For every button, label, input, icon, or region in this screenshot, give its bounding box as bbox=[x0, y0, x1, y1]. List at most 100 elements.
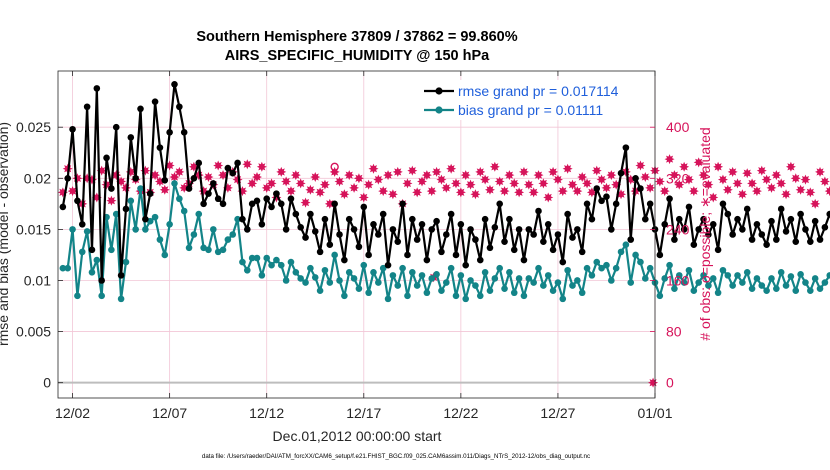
rmse-point bbox=[452, 251, 460, 259]
bias-point bbox=[137, 185, 144, 192]
obs-evaluated-point bbox=[766, 182, 777, 193]
rmse-point bbox=[515, 226, 523, 233]
rmse-point bbox=[200, 200, 207, 208]
bias-point bbox=[316, 287, 324, 295]
rmse-point bbox=[472, 236, 479, 243]
rmse-point bbox=[161, 177, 169, 184]
rmse-point bbox=[112, 123, 120, 131]
bias-point bbox=[447, 264, 455, 272]
bias-point bbox=[646, 264, 654, 272]
bias-point bbox=[501, 285, 508, 292]
obs-evaluated-point bbox=[421, 170, 432, 181]
rmse-point bbox=[641, 215, 649, 223]
obs-evaluated-point bbox=[315, 187, 326, 198]
bias-point bbox=[108, 246, 115, 254]
bias-point bbox=[510, 289, 518, 297]
bias-point bbox=[399, 264, 406, 272]
obs-evaluated-point bbox=[606, 170, 617, 181]
rmse-point bbox=[229, 169, 237, 177]
obs-evaluated-point bbox=[159, 184, 170, 195]
bias-point bbox=[253, 254, 261, 262]
rmse-point bbox=[777, 205, 785, 213]
rmse-point bbox=[739, 226, 746, 233]
obs-evaluated-point bbox=[300, 197, 311, 208]
obs-evaluated-point bbox=[247, 178, 258, 189]
obs-evaluated-point bbox=[150, 170, 161, 181]
bias-point bbox=[811, 275, 819, 282]
obs-evaluated-point bbox=[805, 187, 816, 198]
obs-evaluated-point bbox=[577, 172, 588, 183]
rmse-point bbox=[277, 200, 285, 208]
x-tick-label: 12/22 bbox=[443, 405, 478, 421]
rmse-point bbox=[496, 200, 503, 208]
obs-evaluated-point bbox=[790, 173, 801, 184]
bias-point bbox=[598, 264, 605, 272]
rmse-point bbox=[117, 272, 125, 279]
rmse-point bbox=[273, 190, 280, 197]
bias-point bbox=[93, 256, 101, 264]
obs-evaluated-point bbox=[446, 163, 457, 174]
obs-evaluated-point bbox=[810, 198, 821, 209]
rmse-point bbox=[462, 261, 470, 269]
rmse-point bbox=[603, 193, 610, 200]
bias-point bbox=[491, 275, 499, 282]
bias-point bbox=[243, 266, 251, 274]
legend-label-bias: bias grand pr = 0.01111 bbox=[458, 102, 603, 118]
x-tick-label: 12/17 bbox=[346, 405, 381, 421]
obs-evaluated-point bbox=[368, 163, 379, 174]
obs-evaluated-point bbox=[747, 178, 758, 189]
obs-evaluated-point bbox=[499, 186, 510, 197]
bias-point bbox=[69, 226, 76, 233]
rmse-point bbox=[559, 258, 567, 266]
bias-point bbox=[637, 258, 644, 266]
bias-point bbox=[520, 292, 528, 300]
bias-point bbox=[142, 226, 149, 233]
obs-evaluated-point bbox=[795, 184, 806, 195]
obs-evaluated-point bbox=[480, 174, 491, 185]
rmse-point bbox=[268, 203, 275, 211]
bias-point bbox=[112, 210, 120, 218]
rmse-point bbox=[501, 238, 508, 245]
rmse-point bbox=[331, 200, 338, 208]
rmse-point bbox=[341, 256, 348, 264]
obs-evaluated-point bbox=[344, 170, 355, 181]
rmse-point bbox=[166, 129, 173, 136]
bias-point bbox=[782, 282, 790, 289]
bias-point bbox=[549, 287, 557, 295]
obs-evaluated-point bbox=[528, 187, 539, 198]
obs-evaluated-point bbox=[572, 186, 583, 197]
bias-point bbox=[792, 287, 800, 295]
obs-evaluated-point bbox=[266, 178, 277, 189]
y-right-tick-label: 400 bbox=[666, 119, 690, 135]
obs-evaluated-point bbox=[383, 170, 394, 181]
obs-evaluated-point bbox=[567, 179, 578, 190]
rmse-point bbox=[384, 261, 392, 269]
rmse-point bbox=[307, 210, 314, 218]
bias-point bbox=[379, 264, 387, 272]
bias-point bbox=[705, 282, 712, 289]
obs-evaluated-point bbox=[552, 174, 563, 185]
obs-possible-point bbox=[330, 162, 339, 172]
obs-evaluated-point bbox=[543, 192, 554, 203]
obs-evaluated-point bbox=[601, 182, 612, 193]
bias-point bbox=[472, 282, 479, 289]
bias-point bbox=[282, 277, 290, 284]
obs-evaluated-point bbox=[455, 187, 466, 198]
bias-point bbox=[826, 272, 830, 279]
rmse-point bbox=[797, 210, 804, 218]
bias-point bbox=[540, 282, 547, 289]
bias-point bbox=[515, 275, 523, 282]
rmse-point bbox=[389, 226, 397, 233]
y-right-tick-label: 240 bbox=[666, 221, 690, 237]
bias-point bbox=[777, 269, 785, 276]
rmse-point bbox=[680, 226, 688, 233]
obs-evaluated-point bbox=[582, 178, 593, 189]
rmse-point bbox=[375, 231, 382, 238]
bias-point bbox=[219, 246, 227, 254]
rmse-point bbox=[617, 169, 625, 177]
bias-point bbox=[535, 264, 542, 272]
bias-point bbox=[413, 282, 421, 289]
rmse-point bbox=[578, 248, 586, 256]
bias-point bbox=[350, 275, 358, 282]
rmse-point bbox=[180, 129, 188, 136]
